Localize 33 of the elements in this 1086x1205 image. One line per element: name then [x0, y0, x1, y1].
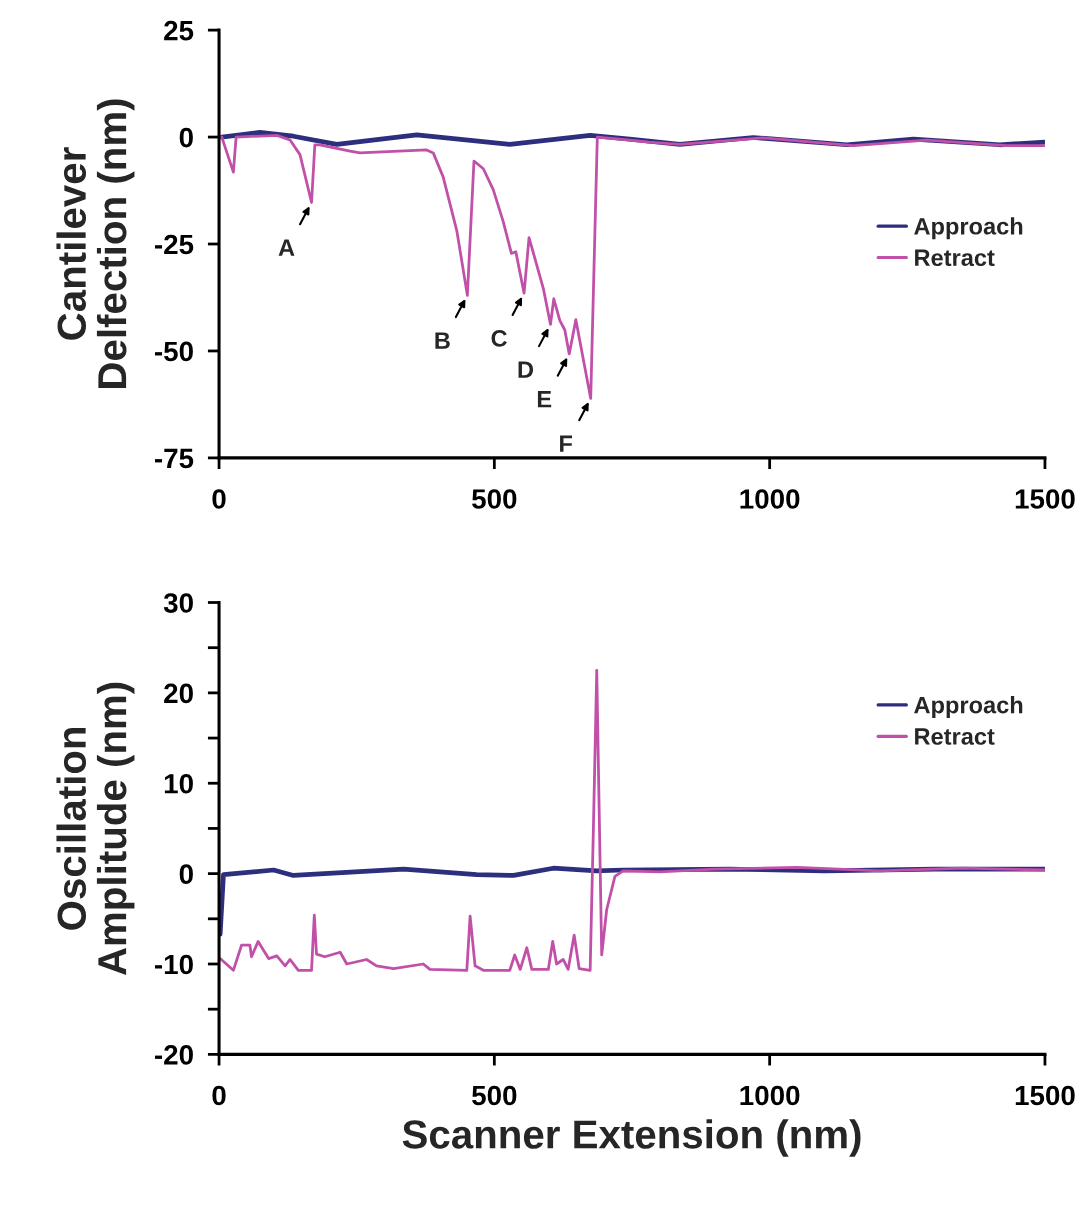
y-tick-label: 0 — [179, 864, 193, 884]
annotation: C — [491, 330, 507, 347]
y-tick-label: 10 — [164, 773, 193, 794]
legend-label: Retract — [915, 249, 995, 267]
annotation: B — [435, 332, 450, 349]
y-axis-title: Cantilever Delfection (nm) — [56, 99, 135, 388]
x-tick-label: 0 — [212, 1085, 226, 1106]
x-tick-label: 500 — [472, 489, 517, 509]
annotation: D — [518, 361, 534, 378]
legend-label: Retract — [915, 728, 995, 745]
annotation: A — [278, 239, 295, 256]
y-tick-label: 0 — [179, 127, 193, 148]
x-tick-label: 1000 — [740, 1085, 800, 1106]
annotation: E — [537, 391, 552, 408]
legend-label: Approach — [914, 217, 1023, 240]
x-axis-title: Scanner Extension (nm) — [402, 1119, 861, 1157]
y-tick-label: 30 — [163, 593, 193, 613]
y-tick-label: 25 — [164, 20, 194, 41]
x-tick-label: 0 — [212, 489, 226, 509]
y-tick-label: 20 — [164, 683, 193, 704]
y-tick-label: -10 — [154, 954, 193, 975]
y-tick-label: -50 — [154, 341, 193, 362]
legend-label: Approach — [914, 696, 1023, 719]
x-tick-label: 500 — [472, 1085, 517, 1106]
y-tick-label: -20 — [154, 1045, 193, 1065]
annotation: F — [560, 435, 573, 452]
x-tick-label: 1500 — [1015, 489, 1075, 509]
x-tick-label: 1000 — [740, 489, 800, 509]
y-tick-label: -25 — [154, 234, 194, 255]
y-axis-title: Oscillation Amplitude (nm) — [56, 682, 135, 976]
y-tick-label: -75 — [154, 448, 194, 469]
x-tick-label: 1500 — [1015, 1085, 1075, 1106]
line-series — [219, 668, 1045, 972]
